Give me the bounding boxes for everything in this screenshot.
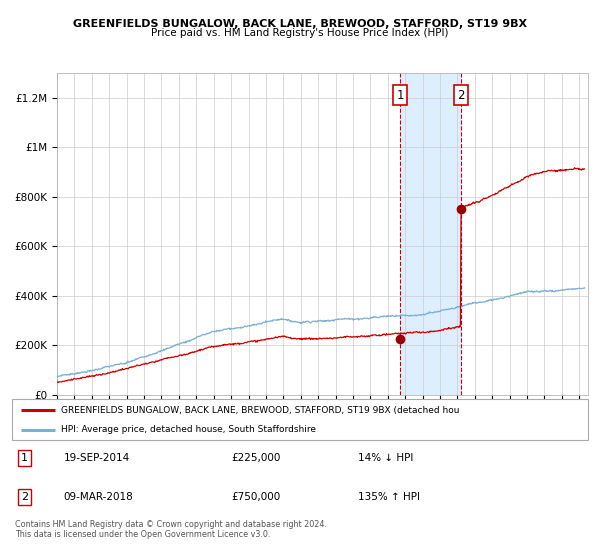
Text: 2: 2 <box>21 492 28 502</box>
Text: 1: 1 <box>397 88 404 101</box>
Text: 1: 1 <box>21 453 28 463</box>
Text: 135% ↑ HPI: 135% ↑ HPI <box>358 492 419 502</box>
Text: GREENFIELDS BUNGALOW, BACK LANE, BREWOOD, STAFFORD, ST19 9BX: GREENFIELDS BUNGALOW, BACK LANE, BREWOOD… <box>73 19 527 29</box>
Text: 19-SEP-2014: 19-SEP-2014 <box>64 453 130 463</box>
Bar <box>400 73 461 395</box>
Text: Price paid vs. HM Land Registry's House Price Index (HPI): Price paid vs. HM Land Registry's House … <box>151 28 449 38</box>
Text: 09-MAR-2018: 09-MAR-2018 <box>64 492 134 502</box>
Text: £225,000: £225,000 <box>231 453 280 463</box>
Text: 2: 2 <box>457 88 464 101</box>
Text: Contains HM Land Registry data © Crown copyright and database right 2024.
This d: Contains HM Land Registry data © Crown c… <box>15 520 327 539</box>
Text: 14% ↓ HPI: 14% ↓ HPI <box>358 453 413 463</box>
Text: HPI: Average price, detached house, South Staffordshire: HPI: Average price, detached house, Sout… <box>61 425 316 434</box>
Text: GREENFIELDS BUNGALOW, BACK LANE, BREWOOD, STAFFORD, ST19 9BX (detached hou: GREENFIELDS BUNGALOW, BACK LANE, BREWOOD… <box>61 405 460 414</box>
Text: £750,000: £750,000 <box>231 492 280 502</box>
